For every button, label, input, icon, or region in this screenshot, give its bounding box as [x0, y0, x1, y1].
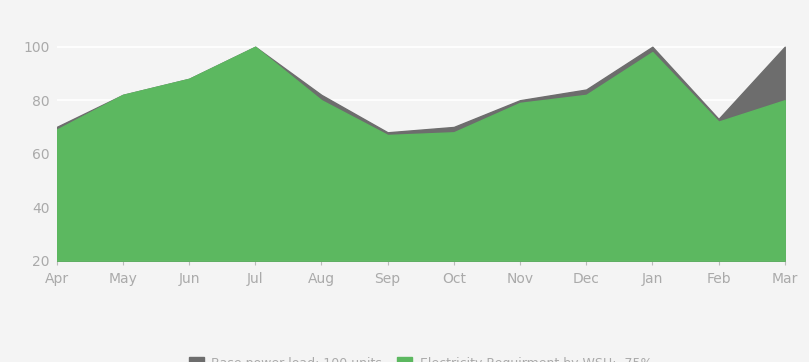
Legend: Base power load: 100 units, Electricity Requirment by WSH:  75%: Base power load: 100 units, Electricity … [183, 351, 659, 362]
